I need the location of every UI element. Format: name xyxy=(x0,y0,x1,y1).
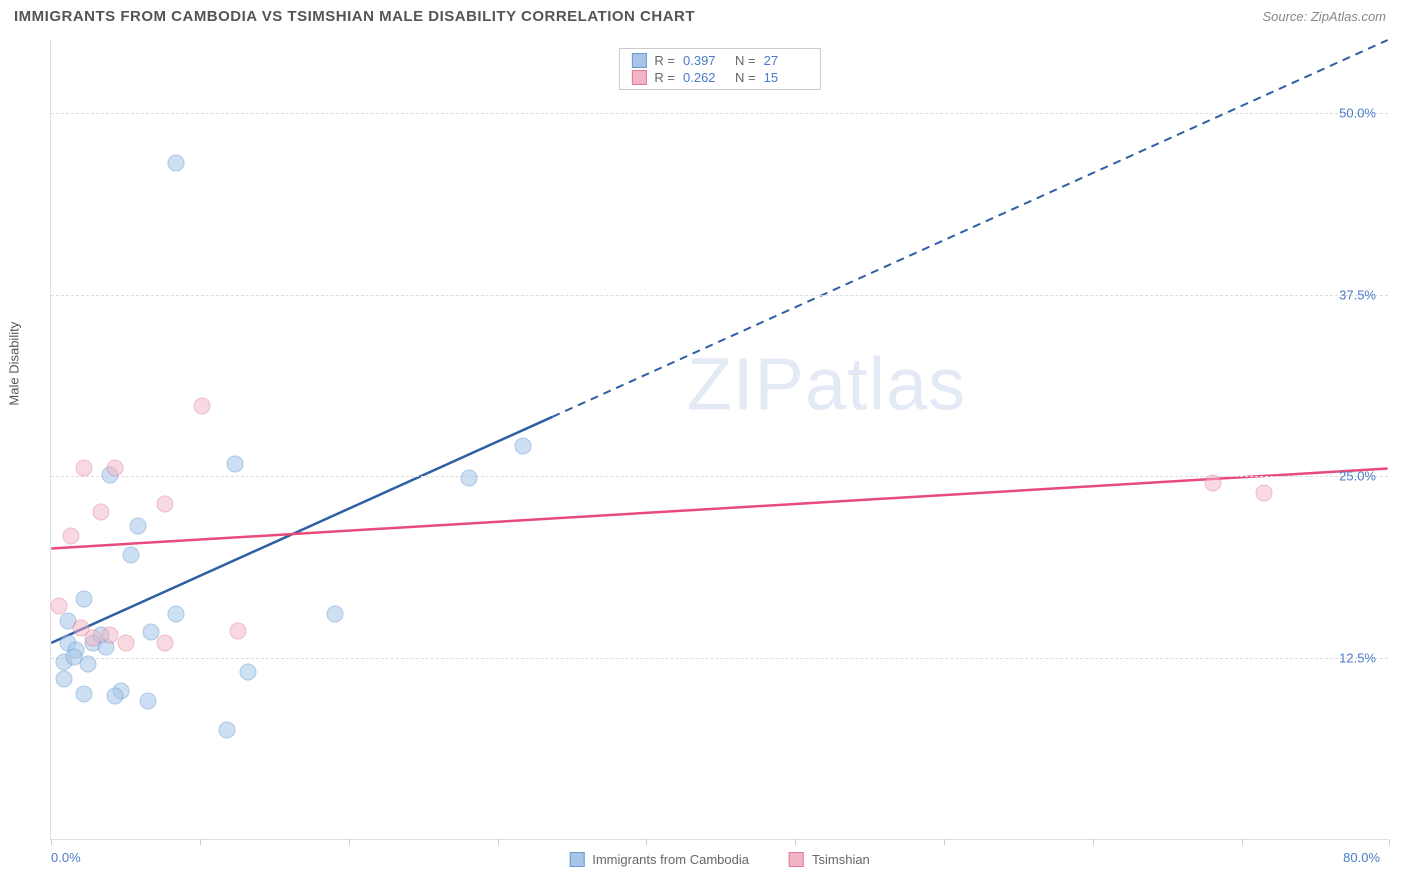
data-point xyxy=(168,605,185,622)
data-point xyxy=(1205,474,1222,491)
data-point xyxy=(129,518,146,535)
y-tick-label: 25.0% xyxy=(1339,469,1376,484)
data-point xyxy=(51,598,68,615)
legend-item: Immigrants from Cambodia xyxy=(569,852,749,867)
data-point xyxy=(106,688,123,705)
gridline xyxy=(51,476,1388,477)
data-point xyxy=(230,623,247,640)
correlation-legend: R = 0.397 N = 27 R = 0.262 N = 15 xyxy=(618,48,820,90)
trend-line-dashed xyxy=(552,40,1387,417)
legend-label: Immigrants from Cambodia xyxy=(592,852,749,867)
data-point xyxy=(79,656,96,673)
trend-lines xyxy=(51,40,1388,839)
data-point xyxy=(218,721,235,738)
n-value: 15 xyxy=(764,70,808,85)
data-point xyxy=(327,605,344,622)
r-value: 0.262 xyxy=(683,70,727,85)
r-value: 0.397 xyxy=(683,53,727,68)
r-label: R = xyxy=(654,53,675,68)
data-point xyxy=(140,692,157,709)
data-point xyxy=(156,634,173,651)
trend-line-solid xyxy=(51,417,552,643)
data-point xyxy=(1255,484,1272,501)
x-tick xyxy=(1389,839,1390,845)
plot-area: ZIPatlas R = 0.397N = 27R = 0.262N = 15 … xyxy=(50,40,1388,840)
data-point xyxy=(193,397,210,414)
data-point xyxy=(168,154,185,171)
data-point xyxy=(240,663,257,680)
x-tick xyxy=(944,839,945,845)
r-label: R = xyxy=(654,70,675,85)
data-point xyxy=(93,503,110,520)
y-tick-label: 37.5% xyxy=(1339,287,1376,302)
legend-item: Tsimshian xyxy=(789,852,870,867)
data-point xyxy=(226,455,243,472)
data-point xyxy=(76,460,93,477)
data-point xyxy=(76,685,93,702)
legend-swatch xyxy=(631,70,646,85)
source-label: Source: ZipAtlas.com xyxy=(1262,9,1386,24)
x-tick xyxy=(1093,839,1094,845)
legend-row: R = 0.262 N = 15 xyxy=(631,70,807,85)
trend-line-solid xyxy=(51,469,1387,549)
n-label: N = xyxy=(735,53,756,68)
x-tick xyxy=(51,839,52,845)
data-point xyxy=(101,627,118,644)
x-tick xyxy=(1242,839,1243,845)
x-axis-min-label: 0.0% xyxy=(51,850,81,865)
x-axis-max-label: 80.0% xyxy=(1343,850,1380,865)
chart-title: IMMIGRANTS FROM CAMBODIA VS TSIMSHIAN MA… xyxy=(14,8,695,25)
gridline xyxy=(51,295,1388,296)
legend-swatch xyxy=(569,852,584,867)
y-tick-label: 50.0% xyxy=(1339,105,1376,120)
gridline xyxy=(51,113,1388,114)
x-tick xyxy=(349,839,350,845)
chart-container: Male Disability ZIPatlas R = 0.397N = 27… xyxy=(38,40,1388,840)
n-value: 27 xyxy=(764,53,808,68)
data-point xyxy=(56,671,73,688)
y-axis-label: Male Disability xyxy=(7,322,22,406)
data-point xyxy=(118,634,135,651)
data-point xyxy=(156,496,173,513)
data-point xyxy=(514,438,531,455)
data-point xyxy=(76,591,93,608)
legend-swatch xyxy=(631,53,646,68)
data-point xyxy=(123,547,140,564)
data-point xyxy=(106,460,123,477)
x-tick xyxy=(498,839,499,845)
series-legend: Immigrants from Cambodia Tsimshian xyxy=(569,852,870,867)
legend-swatch xyxy=(789,852,804,867)
n-label: N = xyxy=(735,70,756,85)
data-point xyxy=(461,470,478,487)
x-tick xyxy=(795,839,796,845)
x-tick xyxy=(200,839,201,845)
y-tick-label: 12.5% xyxy=(1339,651,1376,666)
header: IMMIGRANTS FROM CAMBODIA VS TSIMSHIAN MA… xyxy=(0,0,1406,29)
legend-row: R = 0.397 N = 27 xyxy=(631,53,807,68)
data-point xyxy=(63,528,80,545)
data-point xyxy=(73,620,90,637)
x-tick xyxy=(646,839,647,845)
legend-label: Tsimshian xyxy=(812,852,870,867)
gridline xyxy=(51,658,1388,659)
